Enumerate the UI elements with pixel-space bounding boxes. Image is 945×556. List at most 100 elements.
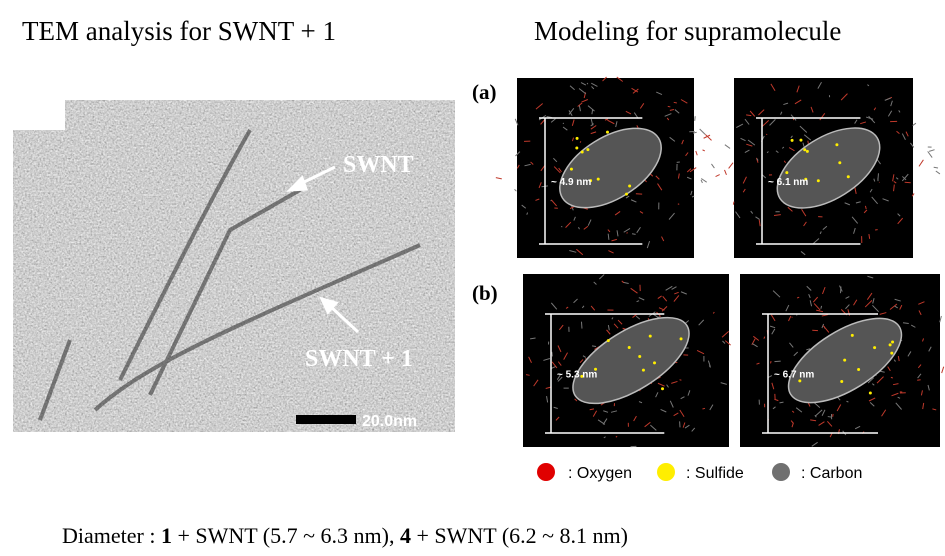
model-panel: ~ 5.3 nm (523, 274, 731, 448)
caption: Diameter : 1 + SWNT (5.7 ~ 6.3 nm), 4 + … (62, 523, 628, 548)
side-chain (591, 345, 597, 348)
side-chain (586, 82, 589, 85)
side-chain (590, 125, 597, 130)
side-chain (633, 415, 637, 422)
side-chain (826, 420, 833, 427)
side-chain (616, 230, 619, 237)
side-chain (639, 211, 644, 214)
side-chain (871, 196, 879, 205)
side-chain (863, 209, 868, 214)
side-chain (550, 118, 556, 123)
side-chain (794, 99, 802, 105)
side-chain (846, 400, 849, 403)
side-chain (655, 175, 660, 180)
side-chain (681, 139, 684, 145)
side-chain (571, 137, 575, 142)
sulfide-atom (569, 167, 573, 171)
side-chain (922, 402, 925, 410)
side-chain (801, 208, 807, 217)
side-chain (657, 183, 663, 191)
side-chain (673, 101, 677, 104)
side-chain (769, 325, 776, 329)
width-label: ~ 4.9 nm (551, 177, 591, 188)
side-chain (758, 219, 761, 227)
side-chain (893, 184, 895, 192)
side-chain (607, 324, 610, 331)
side-chain (772, 290, 781, 298)
caption-text: 4 (400, 523, 411, 548)
sulfide-atom (580, 150, 584, 154)
side-chain (780, 111, 783, 115)
side-chain (902, 176, 907, 181)
side-chain (818, 421, 825, 426)
side-chain (674, 109, 680, 114)
side-chain (514, 118, 519, 126)
side-chain (935, 170, 941, 175)
arrows (286, 165, 360, 334)
side-chain (576, 248, 584, 256)
side-chain (822, 325, 830, 333)
side-chain (611, 238, 617, 242)
side-chain (892, 383, 899, 386)
side-chain (752, 343, 758, 348)
side-chain (844, 202, 851, 206)
side-chain (617, 319, 623, 325)
side-chain (894, 298, 901, 302)
side-chain (917, 379, 921, 381)
side-chain (590, 123, 594, 127)
side-chain (854, 425, 861, 430)
side-chain (722, 340, 726, 344)
side-chain (553, 166, 561, 174)
side-chain (591, 108, 594, 115)
sulfide-atom (785, 171, 789, 175)
side-chain (587, 219, 592, 226)
legend-swatch (657, 463, 675, 481)
side-chain (613, 323, 619, 329)
side-chain (530, 337, 536, 340)
side-chain (553, 157, 558, 163)
side-chain (920, 390, 923, 396)
side-chain (770, 360, 772, 364)
side-chain (933, 166, 939, 169)
sulfide-atom (790, 138, 794, 142)
sulfide-atom (679, 337, 683, 341)
side-chain (579, 141, 582, 143)
image-corner (13, 100, 65, 130)
side-chain (704, 134, 712, 141)
side-chain (644, 421, 651, 428)
side-chain (871, 383, 875, 386)
legend-label: : Sulfide (686, 465, 744, 482)
side-chain (845, 296, 850, 299)
side-chain (579, 359, 584, 364)
side-chain (582, 355, 586, 358)
side-chain (669, 400, 674, 408)
sulfide-atom (606, 339, 610, 343)
side-chain (922, 338, 925, 342)
side-chain (873, 178, 876, 182)
side-chain (742, 176, 747, 184)
sulfide-atom (594, 367, 598, 371)
sulfide-atom (803, 148, 807, 152)
side-chain (769, 119, 776, 126)
side-chain (822, 225, 828, 231)
side-chain (918, 159, 924, 167)
side-chain (691, 195, 695, 198)
side-chain (636, 300, 640, 303)
side-chain (869, 188, 873, 193)
side-chain (671, 380, 678, 384)
side-chain (788, 147, 795, 152)
caption-text: 1 (161, 523, 172, 548)
side-chain (592, 410, 598, 417)
side-chain (872, 298, 875, 304)
side-chain (700, 178, 707, 183)
side-chain (557, 345, 562, 353)
side-chain (661, 236, 665, 242)
side-chain (608, 250, 614, 254)
side-chain (868, 397, 876, 402)
side-chain (785, 304, 790, 312)
side-chain (793, 351, 799, 357)
side-chain (872, 304, 879, 313)
side-chain (694, 116, 696, 121)
side-chain (580, 82, 587, 86)
sulfide-atom (873, 346, 877, 350)
